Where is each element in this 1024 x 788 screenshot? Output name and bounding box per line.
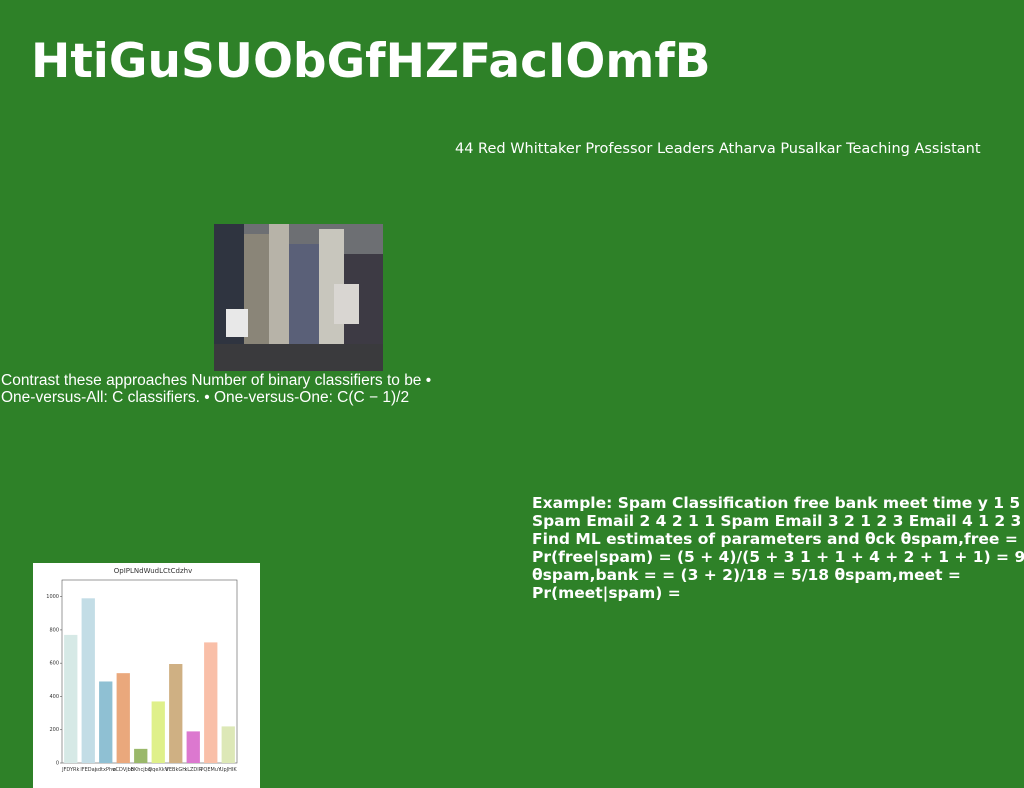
bar bbox=[186, 731, 200, 763]
x-tick-label: BKhcjbq bbox=[131, 767, 151, 773]
y-tick-label: 1000 bbox=[46, 594, 59, 600]
bar bbox=[99, 681, 113, 763]
example-box: Example: Spam Classification free bank m… bbox=[532, 494, 1024, 604]
bar bbox=[221, 726, 235, 763]
x-tick-label: VEBkGH bbox=[165, 767, 186, 773]
bar bbox=[169, 664, 183, 763]
y-tick-label: 600 bbox=[49, 661, 59, 667]
y-tick-label: 200 bbox=[49, 727, 59, 733]
plot-frame bbox=[61, 579, 238, 764]
x-tick-label: lFEDaj bbox=[80, 767, 96, 773]
bar bbox=[116, 673, 130, 763]
bar bbox=[64, 634, 78, 763]
bar bbox=[204, 642, 218, 763]
paragraph: Contrast these approaches Number of bina… bbox=[1, 372, 432, 406]
bar-chart: OpIPLNdWudLCtCdzhv 0 200 400 600 800 1000 JFDY… bbox=[33, 563, 260, 788]
x-tick-label: PQEMuY bbox=[200, 767, 222, 773]
x-tick-label: UpJHIK bbox=[220, 767, 238, 773]
title: HtiGuSUObGfHZFacIOmfB bbox=[31, 34, 711, 89]
x-tick-label: JFDYRk bbox=[61, 767, 79, 773]
x-tick-label: xLZDIR bbox=[184, 767, 202, 773]
photo bbox=[214, 224, 383, 371]
chart-title: OpIPLNdWudLCtCdzhv bbox=[114, 567, 193, 575]
bar bbox=[134, 748, 148, 763]
y-tick-label: 800 bbox=[49, 627, 59, 633]
example-text: Example: Spam Classification free bank m… bbox=[532, 494, 1024, 602]
bar bbox=[81, 598, 95, 763]
x-tick-label: sdtxPhw bbox=[95, 767, 116, 773]
subtitle: 44 Red Whittaker Professor Leaders Athar… bbox=[455, 141, 981, 157]
x-tick-label: DqeXkV bbox=[148, 767, 168, 773]
y-tick-label: 400 bbox=[49, 694, 59, 700]
bar bbox=[151, 701, 165, 763]
x-tick-label: oCDVjbb bbox=[113, 767, 134, 773]
y-tick-label: 0 bbox=[56, 761, 59, 767]
